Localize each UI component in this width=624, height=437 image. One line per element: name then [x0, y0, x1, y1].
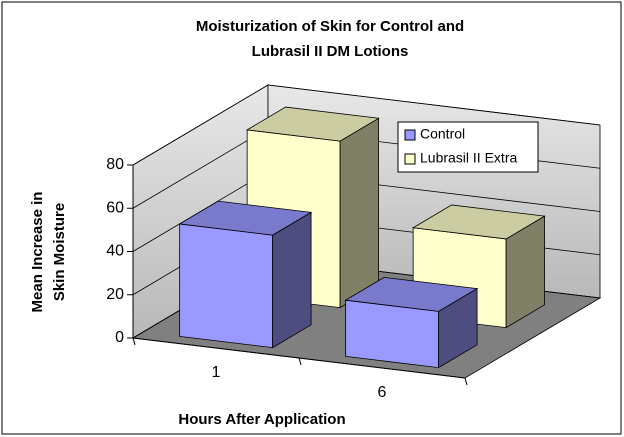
legend-swatch — [404, 153, 416, 165]
chart-title: Moisturization of Skin for Control and — [196, 18, 464, 35]
bar-side — [339, 117, 379, 309]
legend-box — [397, 121, 539, 173]
y-tick-label: 0 — [115, 329, 124, 346]
bar-top — [245, 106, 380, 142]
bar-top — [178, 200, 313, 236]
x-tick — [132, 337, 136, 346]
y-tick-label: 40 — [106, 243, 124, 260]
x-tick — [298, 357, 302, 366]
x-tick — [464, 377, 468, 386]
y-axis-label: Mean Increase in Skin Moisture — [29, 192, 68, 313]
x-tick-label: 6 — [378, 384, 387, 401]
bar-top — [411, 204, 546, 240]
chart-title: Lubrasil II DM Lotions — [252, 43, 409, 60]
grid-line — [132, 84, 601, 166]
legend-swatch — [404, 129, 416, 141]
x-axis — [132, 337, 466, 379]
bar-top — [344, 276, 479, 312]
bar-front — [179, 223, 274, 349]
y-axis-label-line: Mean Increase in — [29, 192, 46, 313]
bar-side — [272, 211, 312, 349]
x-tick-label: 1 — [212, 364, 221, 381]
legend-label: Control — [420, 126, 465, 142]
y-tick-label: 80 — [106, 156, 124, 173]
bar-front — [345, 299, 440, 369]
y-tick-label: 20 — [106, 286, 124, 303]
legend-label: Lubrasil II Extra — [420, 150, 517, 166]
y-axis-label-line: Skin Moisture — [51, 203, 68, 301]
y-tick-label: 60 — [106, 199, 124, 216]
x-axis-label: Hours After Application — [178, 411, 345, 428]
